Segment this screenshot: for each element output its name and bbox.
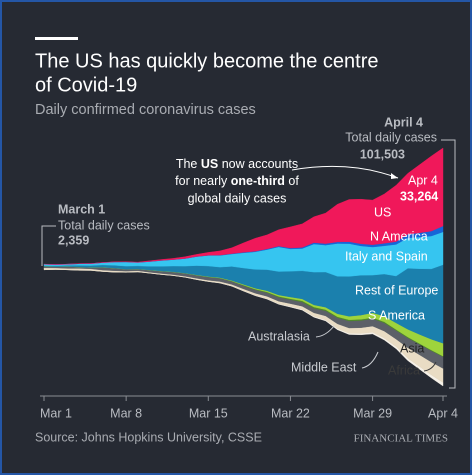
annotation-text: Total daily cases: [345, 130, 437, 144]
annotation-value: 101,503: [360, 147, 405, 161]
annotation-text: Total daily cases: [58, 218, 150, 232]
chart-title: The US has quickly become the centre: [35, 50, 379, 72]
annotation-text: The US now accounts: [176, 157, 298, 171]
series-label: S America: [368, 308, 425, 322]
x-tick-label: Mar 29: [353, 406, 392, 420]
annotation-value: 2,359: [58, 233, 89, 247]
x-tick-label: Mar 15: [189, 406, 228, 420]
label-leader: [423, 361, 437, 372]
x-tick-label: Mar 8: [110, 406, 142, 420]
x-tick-label: Mar 1: [40, 406, 72, 420]
label-leader: [361, 351, 379, 369]
subtitle: Daily confirmed coronavirus cases: [35, 102, 256, 118]
annotation-heading: Apr 4: [408, 173, 438, 187]
label-leader: [315, 325, 335, 338]
series-label: Italy and Spain: [345, 249, 428, 263]
title-bar: [35, 37, 78, 40]
text-part: The: [176, 157, 201, 171]
text-part: for nearly: [175, 174, 231, 188]
annotation-text: for nearly one-third of: [175, 174, 299, 188]
series-label: US: [374, 205, 391, 219]
series-label: Australasia: [248, 329, 310, 343]
annotation-bracket: [441, 139, 456, 389]
annotation-end: April 4 Total daily cases 101,503: [345, 115, 456, 389]
annotation-text: global daily cases: [188, 191, 287, 205]
annotation-leader: [41, 225, 56, 266]
stream-area: [43, 147, 444, 265]
annotation-us: The US now accounts for nearly one-third…: [175, 157, 438, 205]
text-part: now accounts: [218, 157, 298, 171]
series-label: Middle East: [291, 360, 357, 374]
annotation-heading: March 1: [58, 202, 105, 216]
annotation-heading: April 4: [384, 115, 423, 129]
series-label: Africa: [388, 363, 420, 377]
annotation-value: 33,264: [400, 189, 438, 203]
arrow-head: [391, 173, 398, 179]
x-tick-label: Apr 4: [428, 406, 458, 420]
text-part: US: [201, 157, 218, 171]
chart-title: of Covid-19: [35, 74, 137, 96]
x-tick-label: Mar 22: [271, 406, 310, 420]
source: Source: Johns Hopkins University, CSSE: [35, 430, 262, 444]
series-label: N America: [370, 229, 428, 243]
publisher: FINANCIAL TIMES: [354, 433, 448, 445]
text-part: of: [285, 174, 299, 188]
text-part: one-third: [231, 174, 285, 188]
plot: [43, 147, 444, 387]
series-label: Rest of Europe: [355, 283, 438, 297]
annotation-arrow: [291, 165, 399, 179]
annotation-start: March 1 Total daily cases 2,359: [41, 202, 150, 266]
series-label: Asia: [400, 341, 424, 355]
